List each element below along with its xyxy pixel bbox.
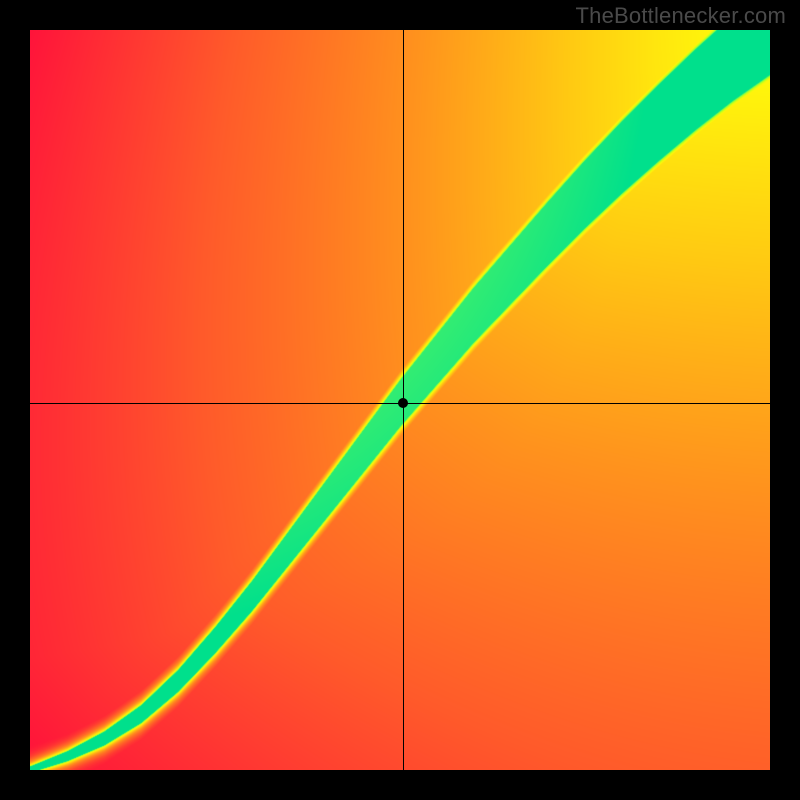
watermark-text: TheBottlenecker.com — [576, 3, 786, 29]
heatmap-plot — [30, 30, 770, 770]
data-point-marker — [398, 398, 408, 408]
